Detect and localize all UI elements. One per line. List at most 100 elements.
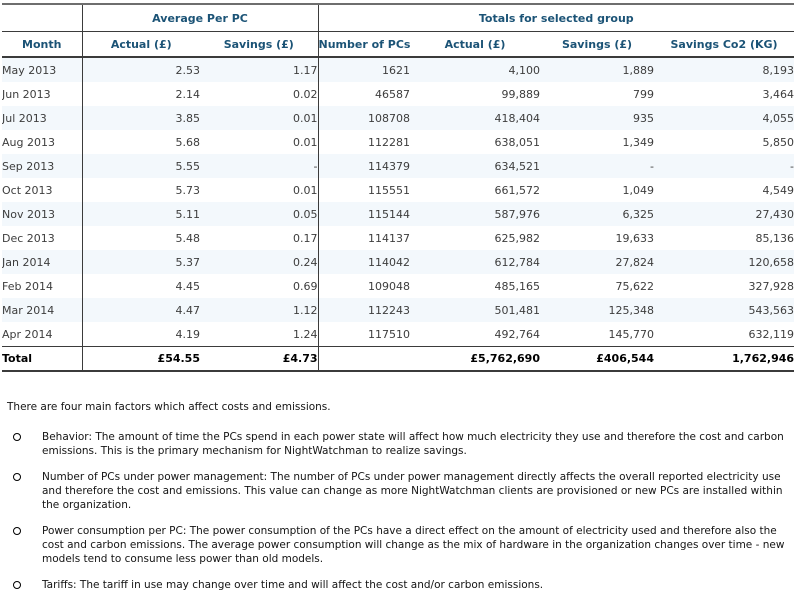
table-row: Feb 2014 4.45 0.69 109048 485,165 75,622 327,9… [2,274,794,298]
table-row: Mar 2014 4.47 1.12 112243 501,481 125,348 543,… [2,298,795,322]
factors-bullet-list: Behavior: The amount of time the PCs spe… [7,430,797,592]
value-cell: 799 [633,87,654,101]
value-cell: 935 [633,111,654,125]
value-cell: 612,784 [494,255,541,269]
value-cell: 5.55 [175,159,201,173]
value-cell: 4,549 [762,183,795,197]
value-cell: 108708 [368,111,410,125]
month-cell: Jan 2014 [2,250,83,274]
col-header-savings-co2: Savings Co2 (KG) [654,31,795,58]
energy-savings-table: Average Per PC Totals for selected group… [2,3,795,372]
value-cell: 27,824 [615,255,655,269]
value-cell: 327,928 [748,279,795,293]
value-cell: 418,404 [494,111,541,125]
value-cell: 4,100 [508,63,541,77]
factor-bullet-item: Number of PCs under power management: Th… [7,470,797,512]
month-cell: Nov 2013 [2,202,83,226]
month-cell: Sep 2013 [2,154,83,178]
value-cell: 1621 [382,63,410,77]
value-cell: 638,051 [494,135,541,149]
bullet-circle-icon [13,433,21,441]
table-row: Dec 2013 5.48 0.17 114137 625,982 19,633 85,13… [2,226,794,250]
total-avg-savings: £4.73 [200,346,319,372]
value-cell: 6,325 [622,207,655,221]
value-cell: 2.53 [175,63,201,77]
value-cell: 632,119 [748,327,795,341]
factor-bullet-text: Behavior: The amount of time the PCs spe… [42,431,784,457]
factors-notes-section: There are four main factors which affect… [7,400,797,592]
value-cell: 5.68 [175,135,201,149]
value-cell: 0.02 [200,82,319,106]
factor-bullet-item: Tariffs: The tariff in use may change ov… [7,578,797,592]
group-header-average-per-pc: Average Per PC [82,4,319,32]
month-cell: May 2013 [2,57,83,82]
month-cell: Oct 2013 [2,178,83,202]
value-cell: 1.17 [200,57,319,82]
table-row: Sep 2013 5.55-114379 634,521- - [2,154,795,178]
value-cell: 1,349 [622,135,655,149]
bullet-circle-icon [13,473,21,481]
value-cell: 115551 [368,183,410,197]
value-cell: 1,889 [622,63,655,77]
col-header-avg-actual: Actual (£) [82,31,200,58]
table-row: May 2013 2.53 1.17 1621 4,100 1,889 8,193 [2,57,795,82]
month-cell: Mar 2014 [2,298,83,322]
value-cell: 99,889 [501,87,541,101]
value-cell: 0.05 [200,202,319,226]
value-cell: 3.85 [175,111,201,125]
value-cell: 5.11 [175,207,201,221]
bullet-circle-icon [13,527,21,535]
value-cell: 112281 [368,135,410,149]
value-cell: 4.45 [175,279,201,293]
value-cell: - [790,159,795,173]
value-cell: 0.24 [200,250,319,274]
value-cell: 661,572 [494,183,541,197]
table-row: Aug 2013 5.68 0.01 112281 638,051 1,349 5,850 [2,130,794,154]
value-cell: 145,770 [608,327,655,341]
table-footer: Total £54.55 £4.73 £5,762,690 £406,544 1… [2,346,795,372]
col-header-total-savings: Savings (£) [540,31,654,58]
factor-bullet-item: Behavior: The amount of time the PCs spe… [7,430,797,458]
table-row: Apr 2014 4.19 1.24 117510 492,764 145,770 632,… [2,322,794,347]
value-cell: - [650,159,654,173]
table-row: Jul 2013 3.85 0.01 108708 418,404 935 4,055 [2,106,795,130]
month-cell: Feb 2014 [2,274,83,298]
value-cell: 2.14 [175,87,201,101]
value-cell: 112243 [368,303,410,317]
value-cell: 4.47 [175,303,201,317]
table-row: Jan 2014 5.37 0.24 114042 612,784 27,824 120,6… [2,250,795,274]
column-header-row: Month Actual (£) Savings (£) Number of P… [2,31,795,58]
value-cell: - [200,154,319,178]
total-label: Total [2,346,83,372]
factor-bullet-text: Number of PCs under power management: Th… [42,471,783,511]
factor-bullet-item: Power consumption per PC: The power cons… [7,524,797,566]
value-cell: 8,193 [762,63,795,77]
total-avg-actual: £54.55 [82,346,200,372]
value-cell: 115144 [368,207,410,221]
factors-intro-text: There are four main factors which affect… [7,401,331,413]
month-cell: Jun 2013 [2,82,83,106]
value-cell: 634,521 [494,159,541,173]
group-header-totals-selected-group: Totals for selected group [318,4,795,32]
month-cell: Dec 2013 [2,226,83,250]
value-cell: 46587 [375,87,410,101]
factor-bullet-text: Power consumption per PC: The power cons… [42,525,785,565]
col-header-month: Month [2,31,83,58]
month-cell: Jul 2013 [2,106,83,130]
value-cell: 109048 [368,279,410,293]
value-cell: 75,622 [615,279,655,293]
table-header: Average Per PC Totals for selected group… [2,4,795,58]
value-cell: 492,764 [494,327,541,341]
value-cell: 19,633 [615,231,655,245]
group-header-blank [2,4,83,32]
value-cell: 5,850 [762,135,795,149]
col-header-avg-savings: Savings (£) [200,31,319,58]
value-cell: 117510 [368,327,410,341]
value-cell: 114042 [368,255,410,269]
value-cell: 543,563 [748,303,795,317]
value-cell: 485,165 [494,279,541,293]
value-cell: 0.01 [200,178,319,202]
value-cell: 501,481 [494,303,541,317]
group-header-row: Average Per PC Totals for selected group [2,4,795,32]
